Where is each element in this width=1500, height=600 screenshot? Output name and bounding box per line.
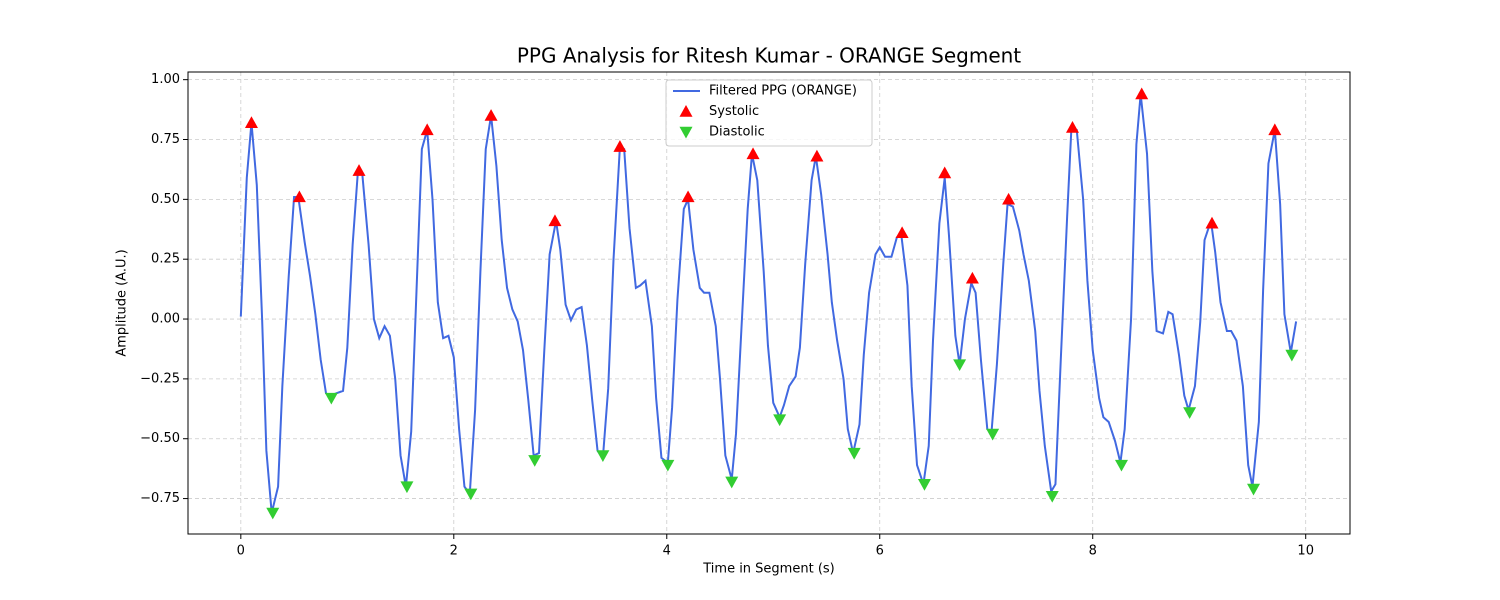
marker [965, 271, 979, 284]
marker [1002, 192, 1016, 205]
y-tick-label: −0.50 [140, 431, 180, 446]
marker [400, 481, 414, 494]
x-tick-label: 8 [1089, 544, 1097, 559]
marker [986, 428, 1000, 441]
legend-label: Diastolic [709, 125, 765, 140]
data-line [239, 93, 1298, 514]
marker [1247, 483, 1261, 496]
marker [681, 190, 695, 203]
marker [1183, 407, 1197, 419]
x-axis-label: Time in Segment (s) [702, 562, 834, 577]
marker [917, 479, 931, 491]
marker [352, 164, 366, 176]
marker [420, 123, 434, 136]
marker [1045, 490, 1059, 503]
marker [1285, 349, 1299, 362]
marker [244, 116, 258, 128]
marker [292, 190, 306, 203]
legend-swatch [679, 105, 693, 117]
marker [596, 450, 610, 462]
legend-label: Systolic [709, 104, 759, 119]
marker [324, 392, 338, 405]
marker [1205, 216, 1219, 229]
marker [266, 507, 280, 520]
legend-swatch [679, 126, 693, 139]
x-tick-label: 0 [237, 544, 245, 559]
marker [847, 447, 861, 460]
x-tick-label: 4 [663, 544, 671, 559]
marker [464, 488, 478, 501]
marker [938, 166, 952, 179]
x-tick-label: 6 [876, 544, 884, 559]
marker [895, 226, 909, 239]
x-tick-label: 10 [1297, 544, 1314, 559]
marker [1065, 121, 1079, 133]
marker [1114, 459, 1128, 472]
marker [613, 140, 627, 152]
marker [548, 214, 562, 227]
legend-label: Filtered PPG (ORANGE) [709, 84, 857, 99]
marker [1135, 87, 1149, 100]
plot-frame [187, 71, 1351, 535]
marker [725, 476, 739, 489]
marker [1268, 123, 1282, 136]
y-tick-label: −0.25 [140, 371, 180, 386]
chart-title: PPG Analysis for Ritesh Kumar - ORANGE S… [517, 44, 1021, 68]
y-tick-label: 0.25 [151, 252, 180, 267]
y-tick-label: −0.75 [140, 491, 180, 506]
marker [484, 109, 498, 121]
y-axis-label: Amplitude (A.U.) [115, 249, 130, 356]
marker [746, 147, 760, 160]
x-tick-label: 2 [450, 544, 458, 559]
marker [953, 359, 967, 372]
marker [661, 459, 675, 472]
marker [528, 455, 542, 467]
legend-box [665, 79, 873, 147]
y-tick-label: 0.75 [151, 132, 180, 147]
marker [773, 414, 787, 427]
y-tick-label: 1.00 [151, 72, 180, 87]
y-tick-label: 0.00 [151, 312, 180, 327]
marker [810, 149, 824, 162]
y-tick-label: 0.50 [151, 192, 180, 207]
